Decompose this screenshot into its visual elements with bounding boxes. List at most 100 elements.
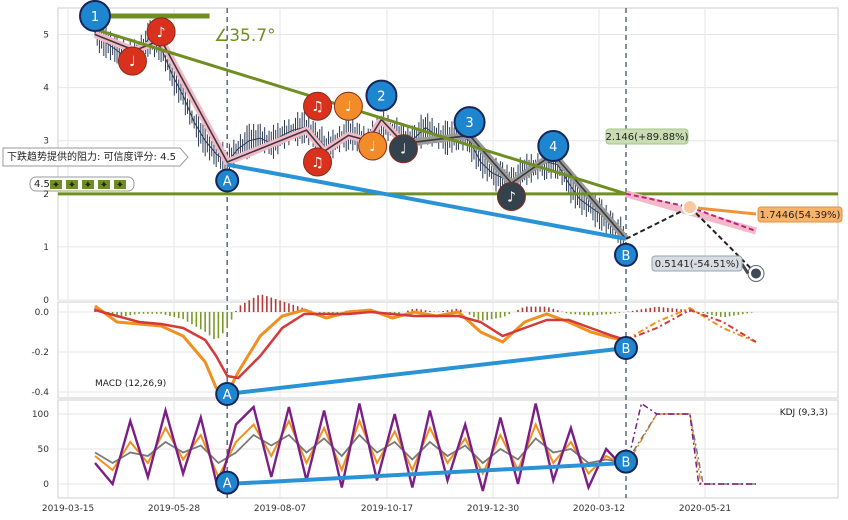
macd-histogram-layer — [94, 294, 753, 339]
score-star-glyph: ✦ — [68, 180, 76, 191]
note-marker — [496, 181, 526, 211]
x-tick-label: 2019-05-28 — [148, 504, 201, 514]
kdj-d-projection — [625, 413, 756, 485]
kdj-y-tick-label: 50 — [38, 445, 50, 455]
note-marker — [117, 46, 147, 76]
pivot-letter-marker — [614, 449, 638, 474]
target-mid-point — [681, 199, 698, 216]
kdj-trend-line — [227, 461, 627, 486]
price-y-tick-label: 3 — [43, 137, 49, 147]
target-mid-label-box — [757, 206, 843, 223]
score-star-glyph: ✦ — [116, 180, 124, 191]
pivot-letter-marker — [215, 382, 240, 406]
series-layer — [58, 13, 838, 492]
wave-label: A — [223, 175, 232, 190]
note-marker — [146, 17, 176, 47]
note-glyph: ♪ — [157, 25, 166, 41]
x-tick-label: 2019-12-30 — [467, 504, 520, 514]
price-y-tick-label: 5 — [43, 31, 49, 41]
score-star-glyph: ✦ — [52, 180, 60, 191]
kdj-d-line — [94, 433, 627, 465]
wave-label-marker — [79, 0, 111, 32]
kdj-panel-label: KDJ (9,3,3) — [780, 408, 828, 418]
target-down-arrow — [740, 263, 750, 275]
annotation-layer: 2.146(+89.88%) 1.7446(54.39%) 0.5141(-54.5… — [2, 0, 843, 495]
target-up-label: 2.146(+89.88%) — [606, 132, 689, 143]
note-glyph: ♩ — [129, 54, 136, 70]
target-mid-label: 1.7446(54.39%) — [760, 210, 841, 221]
wave-label: B — [622, 249, 631, 264]
kdj-k-line — [94, 418, 627, 480]
macd-dea-projection — [625, 308, 757, 343]
note-glyph: ♩ — [400, 142, 407, 158]
macd-dif-projection — [625, 306, 757, 343]
score-star — [98, 180, 110, 189]
pivot-letter: B — [622, 456, 631, 471]
wave-label-marker — [215, 168, 240, 193]
score-star — [50, 180, 62, 189]
note-marker — [303, 147, 333, 177]
wave-label-marker — [614, 242, 638, 267]
note-marker — [333, 91, 363, 121]
macd-y-tick-label: 0.0 — [35, 308, 50, 318]
target-up-label-box — [605, 128, 689, 145]
grid-layer — [57, 7, 839, 499]
pivot-letter: A — [223, 388, 232, 403]
x-tick-label: 2020-03-12 — [573, 504, 625, 514]
note-glyph: ♫ — [311, 155, 324, 171]
angle-label: ∠35.7° — [214, 26, 276, 46]
note-glyph: ♩ — [345, 99, 352, 115]
resistance-label-box — [2, 147, 189, 167]
pivot-letter-marker — [215, 470, 240, 495]
wave-label: 2 — [377, 90, 385, 105]
macd-panel-label: MACD (12,26,9) — [95, 379, 166, 389]
macd-dif-line — [94, 304, 627, 397]
score-star — [66, 180, 78, 189]
score-star-glyph: ✦ — [100, 180, 108, 191]
wave-label: 3 — [465, 116, 473, 131]
pivot-letter: A — [223, 477, 232, 492]
target-mid-arrow — [697, 206, 757, 216]
note-marker — [358, 131, 388, 161]
wave-label: 1 — [91, 10, 99, 25]
price-y-tick-label: 1 — [43, 243, 49, 253]
macd-panel-frame — [57, 301, 839, 399]
price-y-tick-label: 4 — [43, 84, 49, 94]
wave-label-marker — [453, 106, 486, 139]
x-tick-label: 2019-08-07 — [254, 504, 306, 514]
kdj-j-projection — [625, 402, 756, 485]
score-star-glyph: ✦ — [84, 180, 92, 191]
pivot-letter-marker — [614, 336, 638, 360]
target-down-point — [750, 268, 761, 279]
macd-trend-line — [226, 346, 627, 396]
note-marker — [303, 91, 333, 121]
score-text: 4.5 — [34, 179, 50, 190]
macd-dea-line — [94, 308, 627, 380]
note-glyph: ♩ — [369, 139, 376, 155]
tick-label-layer: 2019-03-15 2019-05-28 2019-08-07 2019-10-17… — [31, 31, 828, 514]
macd-y-tick-label: -0.2 — [31, 348, 49, 358]
price-y-tick-label: 0 — [43, 296, 49, 306]
x-tick-label: 2019-03-15 — [42, 504, 94, 514]
macd-y-tick-label: -0.4 — [31, 388, 49, 398]
note-glyph: ♪ — [507, 189, 516, 205]
resistance-label: 下跌趋势提供的阻力: 可信度评分: 4.5 — [7, 150, 176, 163]
kdj-y-tick-label: 0 — [43, 480, 49, 490]
target-down-label-box — [651, 255, 743, 272]
wave-label: 4 — [549, 140, 557, 155]
note-glyph: ♫ — [311, 99, 324, 115]
target-down-label: 0.5141(-54.51%) — [655, 259, 740, 270]
kdj-j-line — [94, 403, 627, 492]
price-y-tick-label: 2 — [43, 190, 49, 200]
x-tick-label: 2019-10-17 — [361, 504, 413, 514]
support-trend-line — [226, 162, 627, 241]
wave-label-marker — [365, 79, 398, 112]
wave-label-marker — [537, 130, 570, 163]
pivot-letter: B — [622, 342, 631, 357]
wave-zigzag-line — [94, 33, 627, 240]
note-marker — [388, 134, 418, 164]
score-star — [114, 180, 126, 189]
x-tick-label: 2020-05-21 — [679, 504, 731, 514]
score-star — [82, 180, 94, 189]
